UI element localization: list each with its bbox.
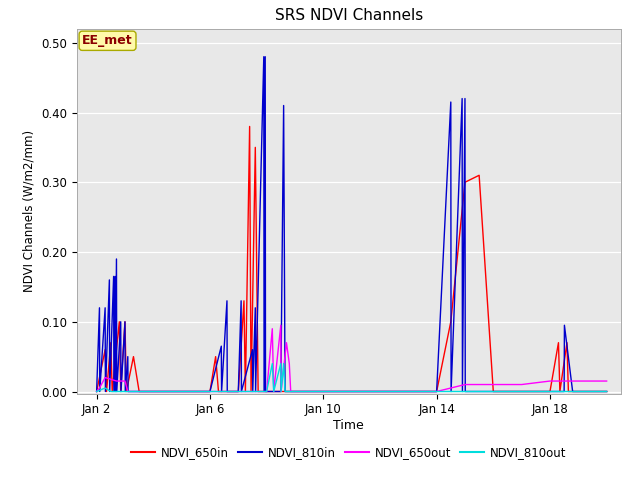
X-axis label: Time: Time [333,419,364,432]
Text: EE_met: EE_met [82,34,133,47]
Legend: NDVI_650in, NDVI_810in, NDVI_650out, NDVI_810out: NDVI_650in, NDVI_810in, NDVI_650out, NDV… [126,442,572,464]
Y-axis label: NDVI Channels (W/m2/mm): NDVI Channels (W/m2/mm) [22,130,36,292]
Title: SRS NDVI Channels: SRS NDVI Channels [275,9,423,24]
